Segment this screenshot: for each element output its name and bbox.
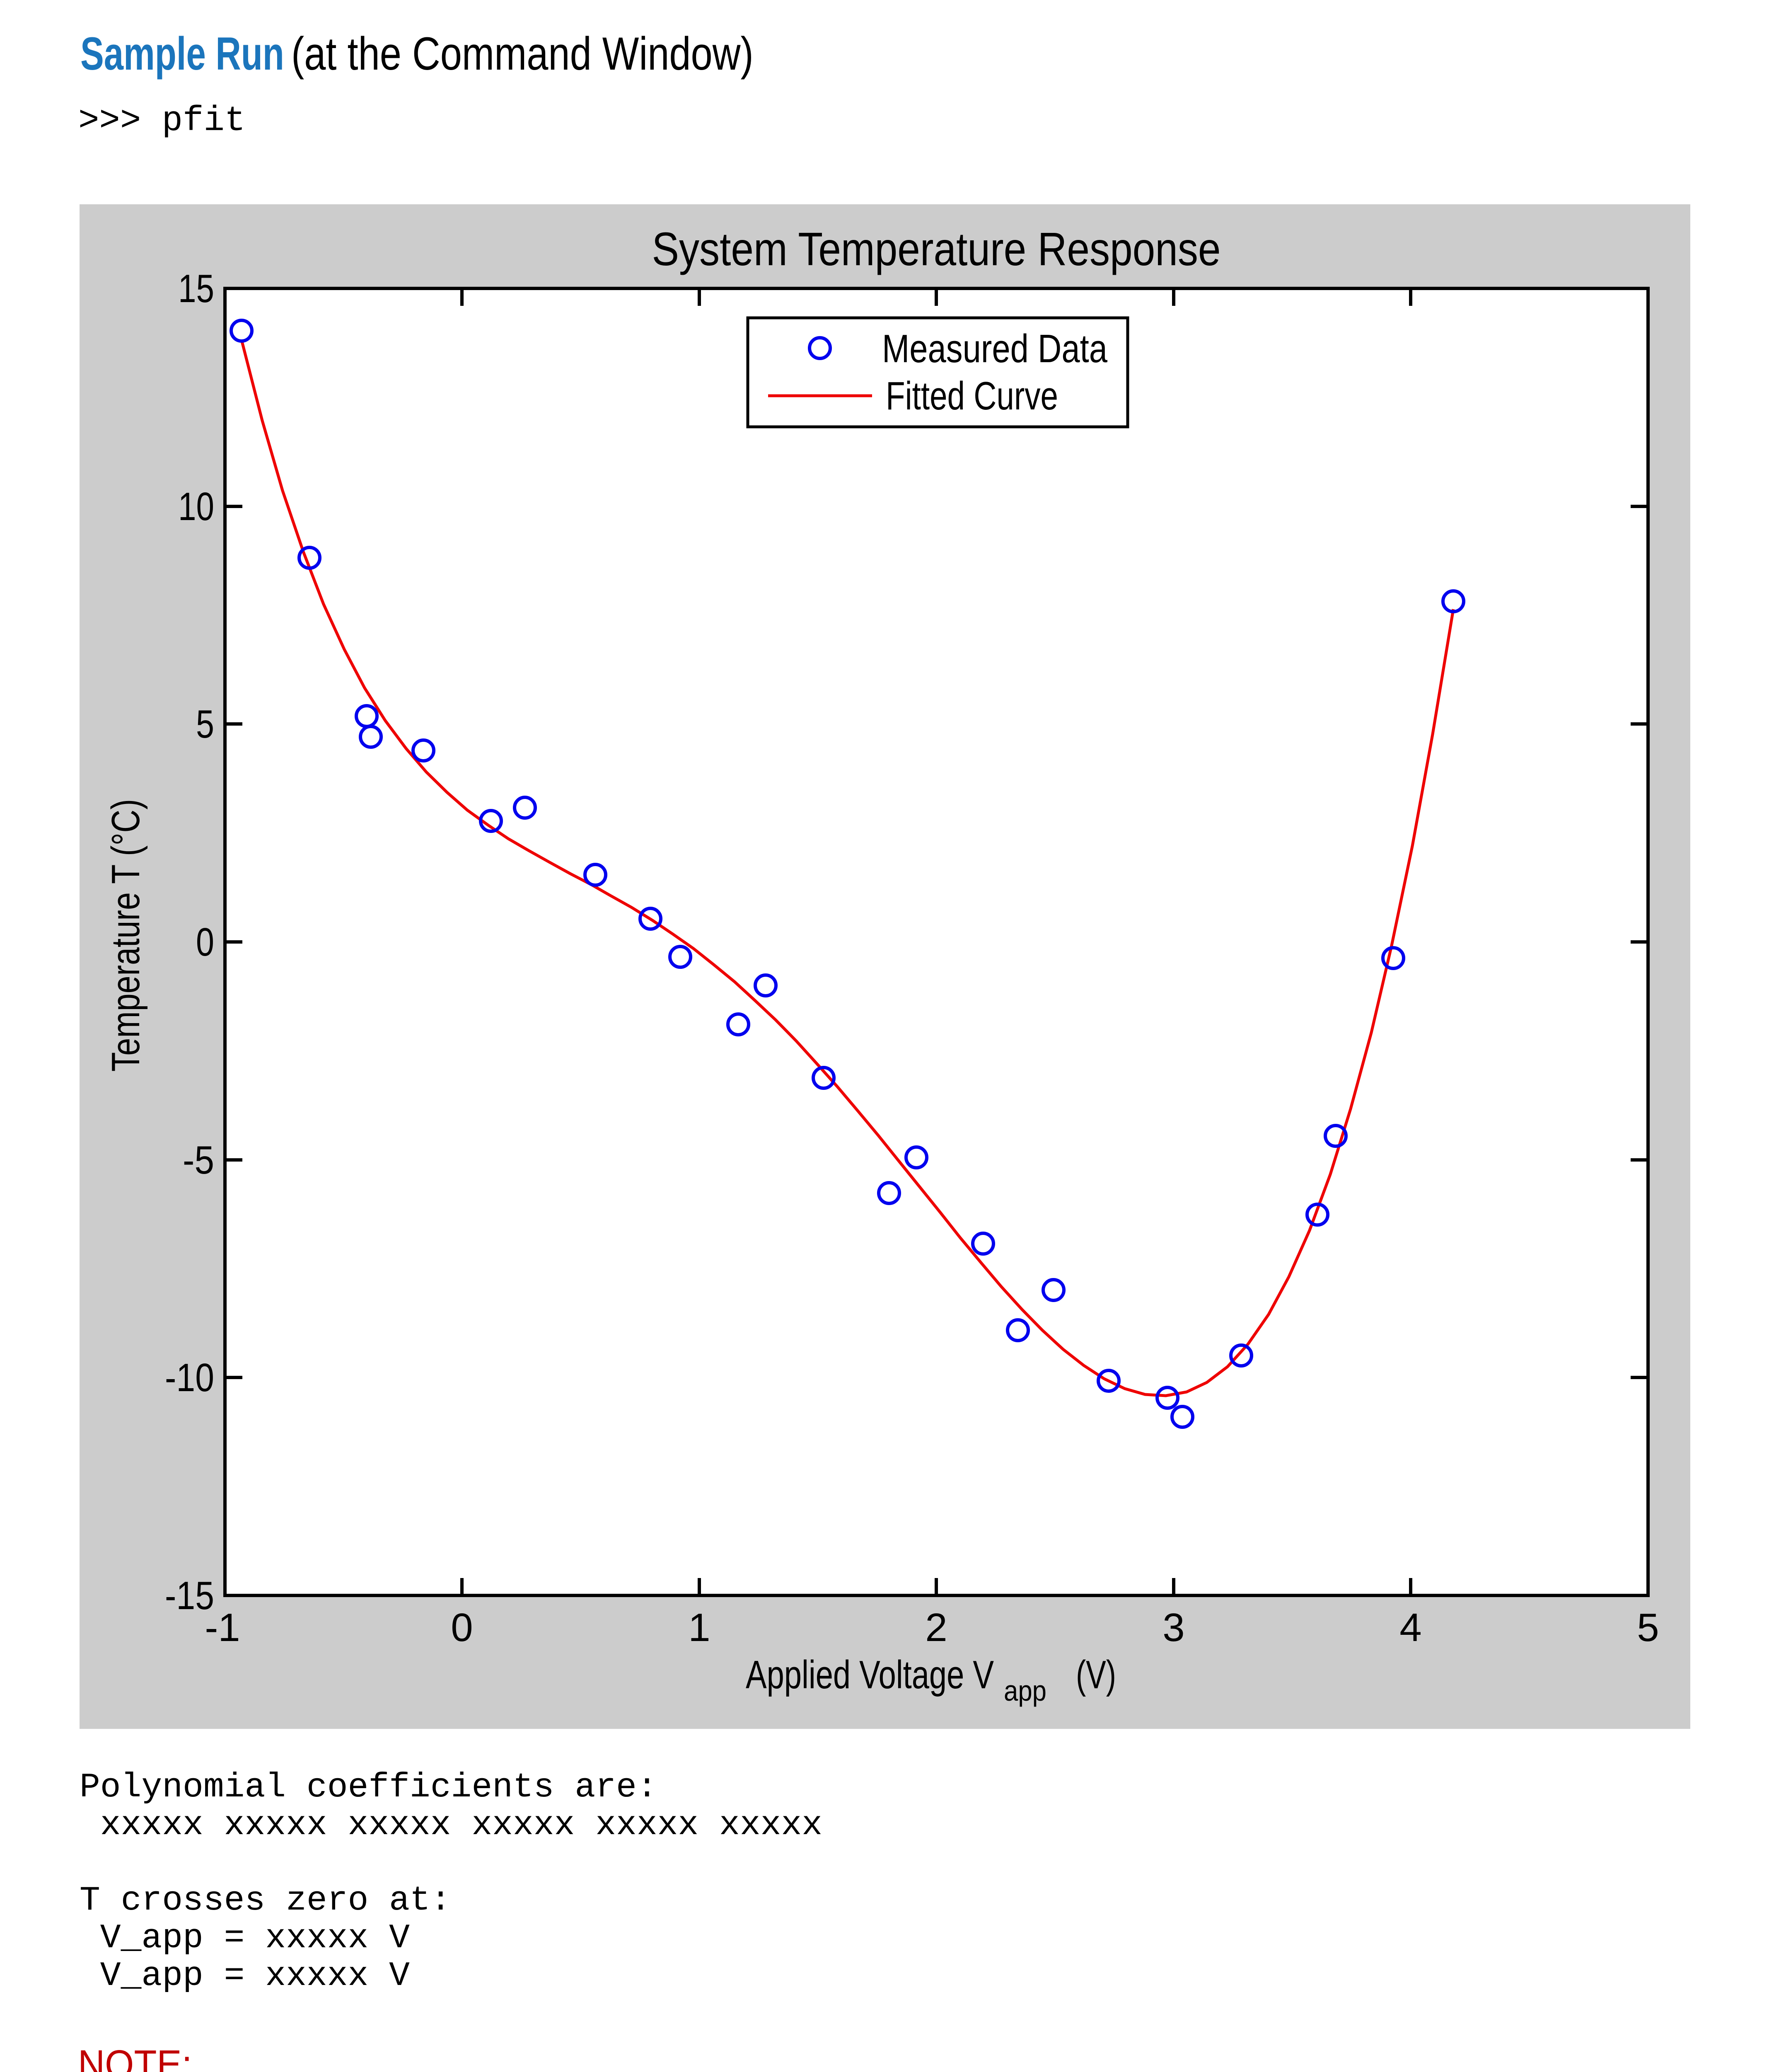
svg-text:-5: -5 (183, 1138, 214, 1182)
svg-text:2: 2 (925, 1605, 947, 1650)
svg-text:1: 1 (688, 1605, 710, 1650)
svg-text:0: 0 (451, 1605, 473, 1650)
svg-text:app: app (1004, 1675, 1046, 1707)
svg-text:Measured Data: Measured Data (882, 327, 1108, 371)
svg-text:5: 5 (196, 702, 214, 746)
svg-text:System Temperature Response: System Temperature Response (652, 223, 1221, 275)
svg-text:Fitted Curve: Fitted Curve (886, 374, 1058, 418)
svg-text:Temperature T (°C): Temperature T (°C) (104, 799, 148, 1072)
svg-text:-1: -1 (205, 1605, 240, 1650)
svg-text:3: 3 (1162, 1605, 1184, 1650)
svg-text:5: 5 (1637, 1605, 1659, 1650)
svg-text:(V): (V) (1076, 1653, 1116, 1697)
svg-text:-15: -15 (165, 1573, 214, 1618)
svg-text:10: 10 (178, 484, 214, 529)
svg-text:4: 4 (1399, 1605, 1421, 1650)
svg-text:0: 0 (196, 920, 214, 964)
svg-text:-10: -10 (165, 1356, 214, 1400)
svg-text:Applied Voltage V: Applied Voltage V (746, 1653, 994, 1697)
svg-text:15: 15 (178, 266, 214, 311)
